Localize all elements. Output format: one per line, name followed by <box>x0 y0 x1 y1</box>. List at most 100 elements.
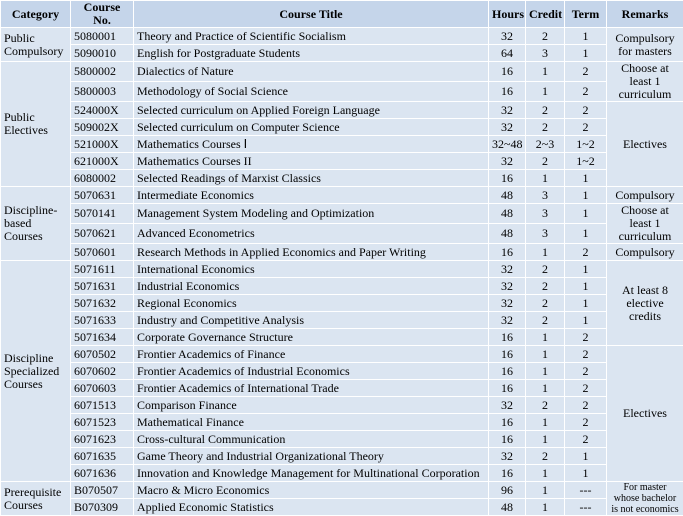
remarks-cell: Compulsory <box>607 244 683 261</box>
remarks-cell: Electives <box>607 102 683 187</box>
remarks-cell: Choose at least 1 curriculum <box>607 62 683 102</box>
term: 1 <box>565 187 607 204</box>
category-cell: Prerequisite Courses <box>1 482 71 516</box>
course-title: Dialectics of Nature <box>134 62 489 82</box>
term: 2 <box>565 363 607 380</box>
category-cell: Public Electives <box>1 62 71 187</box>
credit: 3 <box>526 187 565 204</box>
term: 1 <box>565 261 607 278</box>
hours: 16 <box>489 329 526 346</box>
course-title: Mathematical Finance <box>134 414 489 431</box>
course-no: B070507 <box>71 482 134 499</box>
course-title: Applied Economic Statistics <box>134 499 489 516</box>
term: 1 <box>565 28 607 45</box>
course-title: Cross-cultural Communication <box>134 431 489 448</box>
term: 2 <box>565 244 607 261</box>
credit: 1 <box>526 244 565 261</box>
column-header: Course No. <box>71 1 134 28</box>
term: 2 <box>565 329 607 346</box>
term: 2 <box>565 119 607 136</box>
hours: 16 <box>489 465 526 482</box>
hours: 96 <box>489 482 526 499</box>
credit: 2 <box>526 397 565 414</box>
course-no: 621000X <box>71 153 134 170</box>
credit: 1 <box>526 329 565 346</box>
course-no: 6070502 <box>71 346 134 363</box>
course-no: 6071623 <box>71 431 134 448</box>
term: 2 <box>565 380 607 397</box>
hours: 32 <box>489 278 526 295</box>
course-title: Research Methods in Applied Economics an… <box>134 244 489 261</box>
credit: 1 <box>526 465 565 482</box>
hours: 32 <box>489 448 526 465</box>
credit: 2 <box>526 295 565 312</box>
column-header: Hours <box>489 1 526 28</box>
course-no: 5071611 <box>71 261 134 278</box>
course-no: 5080001 <box>71 28 134 45</box>
course-title: Industrial Economics <box>134 278 489 295</box>
course-title: Regional Economics <box>134 295 489 312</box>
credit: 1 <box>526 82 565 102</box>
hours: 32 <box>489 102 526 119</box>
hours: 16 <box>489 363 526 380</box>
hours: 32 <box>489 312 526 329</box>
hours: 48 <box>489 224 526 244</box>
term: 1 <box>565 278 607 295</box>
term: 2 <box>565 414 607 431</box>
term: 2 <box>565 431 607 448</box>
course-title: Intermediate Economics <box>134 187 489 204</box>
credit: 1 <box>526 499 565 516</box>
column-header: Term <box>565 1 607 28</box>
course-no: 5070601 <box>71 244 134 261</box>
credit: 2 <box>526 119 565 136</box>
course-no: 6071513 <box>71 397 134 414</box>
credit: 1 <box>526 363 565 380</box>
course-no: B070309 <box>71 499 134 516</box>
course-no: 5071631 <box>71 278 134 295</box>
course-title: Comparison Finance <box>134 397 489 414</box>
hours: 32 <box>489 397 526 414</box>
hours: 16 <box>489 170 526 187</box>
remarks-cell: For master whose bachelor is not economi… <box>607 482 683 516</box>
hours: 48 <box>489 499 526 516</box>
course-title: Corporate Governance Structure <box>134 329 489 346</box>
credit: 3 <box>526 224 565 244</box>
course-title: Frontier Academics of Industrial Economi… <box>134 363 489 380</box>
course-no: 5090010 <box>71 45 134 62</box>
credit: 3 <box>526 45 565 62</box>
column-header: Category <box>1 1 71 28</box>
term: 1 <box>565 204 607 224</box>
course-title: Macro & Micro Economics <box>134 482 489 499</box>
hours: 16 <box>489 62 526 82</box>
credit: 2 <box>526 261 565 278</box>
course-no: 524000X <box>71 102 134 119</box>
column-header: Credit <box>526 1 565 28</box>
course-no: 5800002 <box>71 62 134 82</box>
term: 1 <box>565 312 607 329</box>
hours: 16 <box>489 380 526 397</box>
course-title: Frontier Academics of International Trad… <box>134 380 489 397</box>
column-header: Course Title <box>134 1 489 28</box>
course-title: Advanced Econometrics <box>134 224 489 244</box>
credit: 1 <box>526 62 565 82</box>
course-no: 5800003 <box>71 82 134 102</box>
credit: 2 <box>526 448 565 465</box>
course-no: 5071632 <box>71 295 134 312</box>
